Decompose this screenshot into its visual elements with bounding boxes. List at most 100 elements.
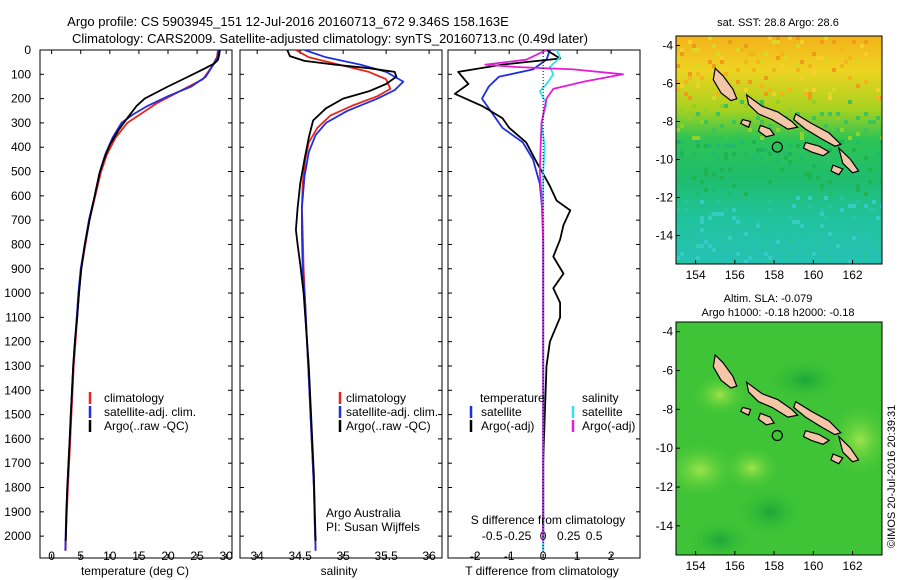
s-tick-label: -0.5 [482, 529, 503, 543]
sst-pixel [728, 236, 732, 240]
sst-pixel [796, 112, 800, 116]
sst-pixel [692, 176, 696, 180]
sst-pixel [876, 116, 880, 120]
sst-pixel [876, 236, 880, 240]
depth-tick-label: 1500 [4, 408, 31, 422]
sst-pixel [680, 140, 684, 144]
sst-pixel [732, 240, 736, 244]
sst-pixel [728, 192, 732, 196]
sst-pixel [820, 252, 824, 256]
sst-pixel [696, 144, 700, 148]
map-x-tick-label: 156 [725, 268, 745, 282]
sst-pixel [748, 168, 752, 172]
salinity-lines [286, 50, 405, 551]
island-shape [757, 412, 776, 426]
sst-pixel [788, 144, 792, 148]
sst-pixel [736, 48, 740, 52]
sst-pixel [684, 208, 688, 212]
x-tick-label: 5 [77, 549, 84, 563]
sst-pixel [688, 72, 692, 76]
sst-pixel [720, 56, 724, 60]
sst-pixel [700, 136, 704, 140]
sst-pixel [708, 212, 712, 216]
sst-pixel [696, 256, 700, 260]
sst-pixel [704, 168, 708, 172]
x-tick-label: 35.5 [374, 549, 398, 563]
sst-pixel [824, 60, 828, 64]
sst-pixel [820, 112, 824, 116]
sst-pixel [688, 96, 692, 100]
sst-pixel [756, 152, 760, 156]
sst-pixel [836, 244, 840, 248]
sla-map-frame [675, 321, 883, 556]
sst-pixel [760, 84, 764, 88]
sst-pixel [856, 184, 860, 188]
sst-pixel [828, 232, 832, 236]
sst-pixel [680, 224, 684, 228]
sst-pixel [820, 40, 824, 44]
sst-pixel [784, 256, 788, 260]
sst-pixel [848, 76, 852, 80]
sst-pixel [696, 48, 700, 52]
sst-pixel [780, 64, 784, 68]
sst-pixel [820, 224, 824, 228]
sst-pixel [880, 180, 882, 184]
sst-pixel [752, 156, 756, 160]
sst-pixel [696, 80, 700, 84]
sst-pixel [768, 152, 772, 156]
sst-pixel [680, 180, 684, 184]
sst-pixel [760, 148, 764, 152]
sst-pixel [724, 104, 728, 108]
sst-pixel [772, 92, 776, 96]
sst-pixel [776, 36, 780, 40]
series-line-1 [453, 50, 572, 541]
sst-pixel [700, 76, 704, 80]
salinity-legend: climatology satellite-adj. clim. Argo(..… [338, 391, 438, 433]
sst-pixel [872, 208, 876, 212]
sst-pixel [760, 136, 764, 140]
sst-pixel [740, 48, 744, 52]
sst-pixel [784, 248, 788, 252]
sst-pixel [836, 128, 840, 132]
sst-pixel [688, 116, 692, 120]
legend-label-satellite: satellite-adj. clim. [346, 405, 438, 419]
legend-label-climatology: climatology [104, 391, 164, 405]
sst-pixel [812, 52, 816, 56]
map-x-tick-label: 158 [764, 268, 784, 282]
sla-map [676, 322, 882, 555]
sst-pixel [796, 36, 800, 40]
sst-pixel [712, 96, 716, 100]
annotation-pi: PI: Susan Wijffels [326, 520, 420, 534]
sst-pixel [856, 140, 860, 144]
sst-map-axes: 154 156 158 160 162 -4 -6 -8 -10 -12 -14 [656, 39, 863, 283]
sst-pixel [840, 112, 844, 116]
sst-pixel [680, 252, 684, 256]
sst-pixel [756, 220, 760, 224]
sst-pixel [840, 64, 844, 68]
sst-pixel [840, 128, 844, 132]
sst-pixel [872, 200, 876, 204]
map-x-tick-label: 160 [803, 268, 823, 282]
sst-pixel [724, 136, 728, 140]
sst-pixel [708, 164, 712, 168]
sst-pixel [768, 232, 772, 236]
sst-pixel [828, 148, 832, 152]
sst-pixel [788, 236, 792, 240]
sst-pixel [812, 164, 816, 168]
sst-pixel [708, 60, 712, 64]
sst-pixel [684, 236, 688, 240]
depth-tick-label: 2000 [4, 529, 31, 543]
island-shape [712, 353, 738, 389]
x-tick-label: 10 [103, 549, 117, 563]
sst-pixel [760, 60, 764, 64]
sst-pixel [780, 76, 784, 80]
sst-pixel [800, 232, 804, 236]
sst-pixel [748, 80, 752, 84]
sst-pixel [716, 64, 720, 68]
sst-pixel [676, 88, 680, 92]
sst-pixel [692, 48, 696, 52]
sst-pixel [876, 152, 880, 156]
x-tick-label: 0 [48, 549, 55, 563]
sst-pixel [812, 88, 816, 92]
